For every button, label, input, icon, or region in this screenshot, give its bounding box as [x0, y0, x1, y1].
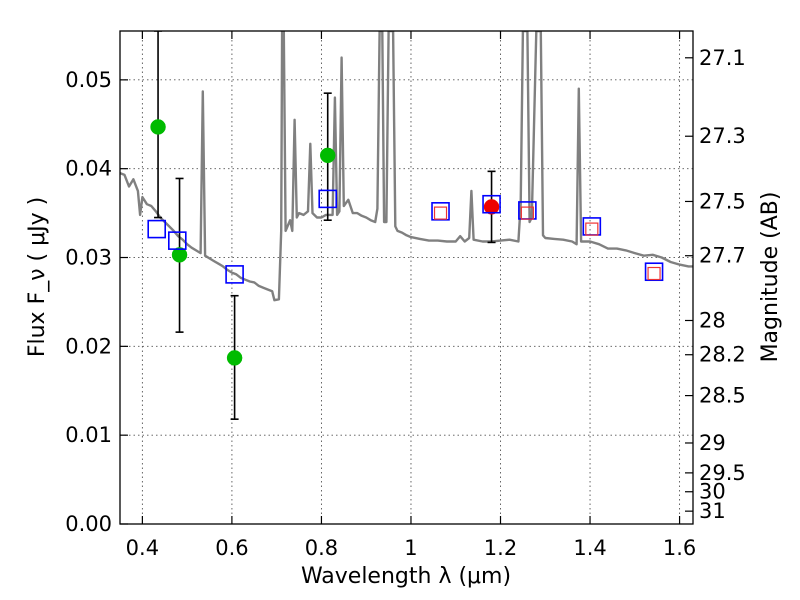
y-tick-label: 0.01 — [65, 423, 112, 447]
model-synthetic-photometry-marker — [482, 194, 501, 214]
model-synthetic-photometry-marker — [147, 219, 167, 239]
model-synthetic-photometry-marker — [318, 189, 338, 209]
mag-tick-label: 29.5 — [699, 461, 746, 485]
ir-model-points-marker — [585, 222, 599, 236]
mag-tick-label: 29 — [699, 431, 726, 455]
model-synthetic-photometry-marker — [431, 202, 450, 221]
mag-tick-label: 27.3 — [699, 124, 746, 148]
y-axis-title: Flux F_ν ( μJy ) — [25, 197, 50, 357]
model-synthetic-photometry-marker — [644, 262, 664, 282]
y-axis-right-title: Magnitude (AB) — [758, 192, 783, 363]
y-tick-label: 0.03 — [65, 246, 112, 270]
plot-frame — [119, 30, 694, 525]
mag-tick-label: 31 — [699, 499, 726, 523]
grid-lines — [120, 31, 693, 525]
observed-detections-marker — [150, 119, 166, 135]
x-tick-label: 0.4 — [126, 536, 159, 560]
mag-tick-label: 27.5 — [699, 189, 746, 213]
x-axis-title: Wavelength λ (μm) — [301, 564, 511, 589]
x-tick-label: 0.8 — [305, 536, 338, 560]
mag-tick-label: 28.2 — [699, 343, 746, 367]
observed-detections-marker — [319, 147, 336, 164]
spectrum-line — [120, 31, 693, 302]
x-tick-label: 0.6 — [215, 536, 248, 560]
observed-ir-detection-marker — [483, 199, 500, 215]
spectrum-layer — [120, 31, 693, 302]
x-tick-label: 1.6 — [663, 536, 696, 560]
observed-detections-marker — [226, 350, 243, 366]
mag-tick-label: 28.5 — [699, 384, 746, 408]
y-tick-label: 0.00 — [65, 512, 112, 536]
mag-tick-label: 30 — [699, 480, 726, 504]
model-synthetic-photometry-marker — [225, 265, 244, 284]
observed-detections-marker — [171, 247, 188, 263]
axis-ticks: 0.4 0.6 0.8 1 1.2 1.4 1.6 0.00 0.01 0.02 0.03 0.04 0… — [65, 31, 746, 560]
y-tick-label: 0.05 — [65, 68, 112, 92]
model-synthetic-photometry-marker — [168, 231, 187, 250]
y-tick-label: 0.02 — [65, 334, 112, 358]
x-tick-label: 1.2 — [484, 536, 517, 560]
mag-tick-label: 28 — [699, 308, 726, 332]
ir-model-points-marker — [433, 206, 448, 220]
ir-model-points-marker — [520, 206, 534, 220]
data-points-layer — [147, 31, 664, 420]
x-tick-label: 1 — [404, 536, 417, 560]
y-tick-label: 0.04 — [65, 157, 112, 181]
mag-tick-label: 27.1 — [699, 46, 746, 70]
mag-tick-label: 27.7 — [699, 244, 746, 268]
x-tick-label: 1.4 — [573, 536, 606, 560]
ir-model-points-marker — [647, 266, 661, 281]
